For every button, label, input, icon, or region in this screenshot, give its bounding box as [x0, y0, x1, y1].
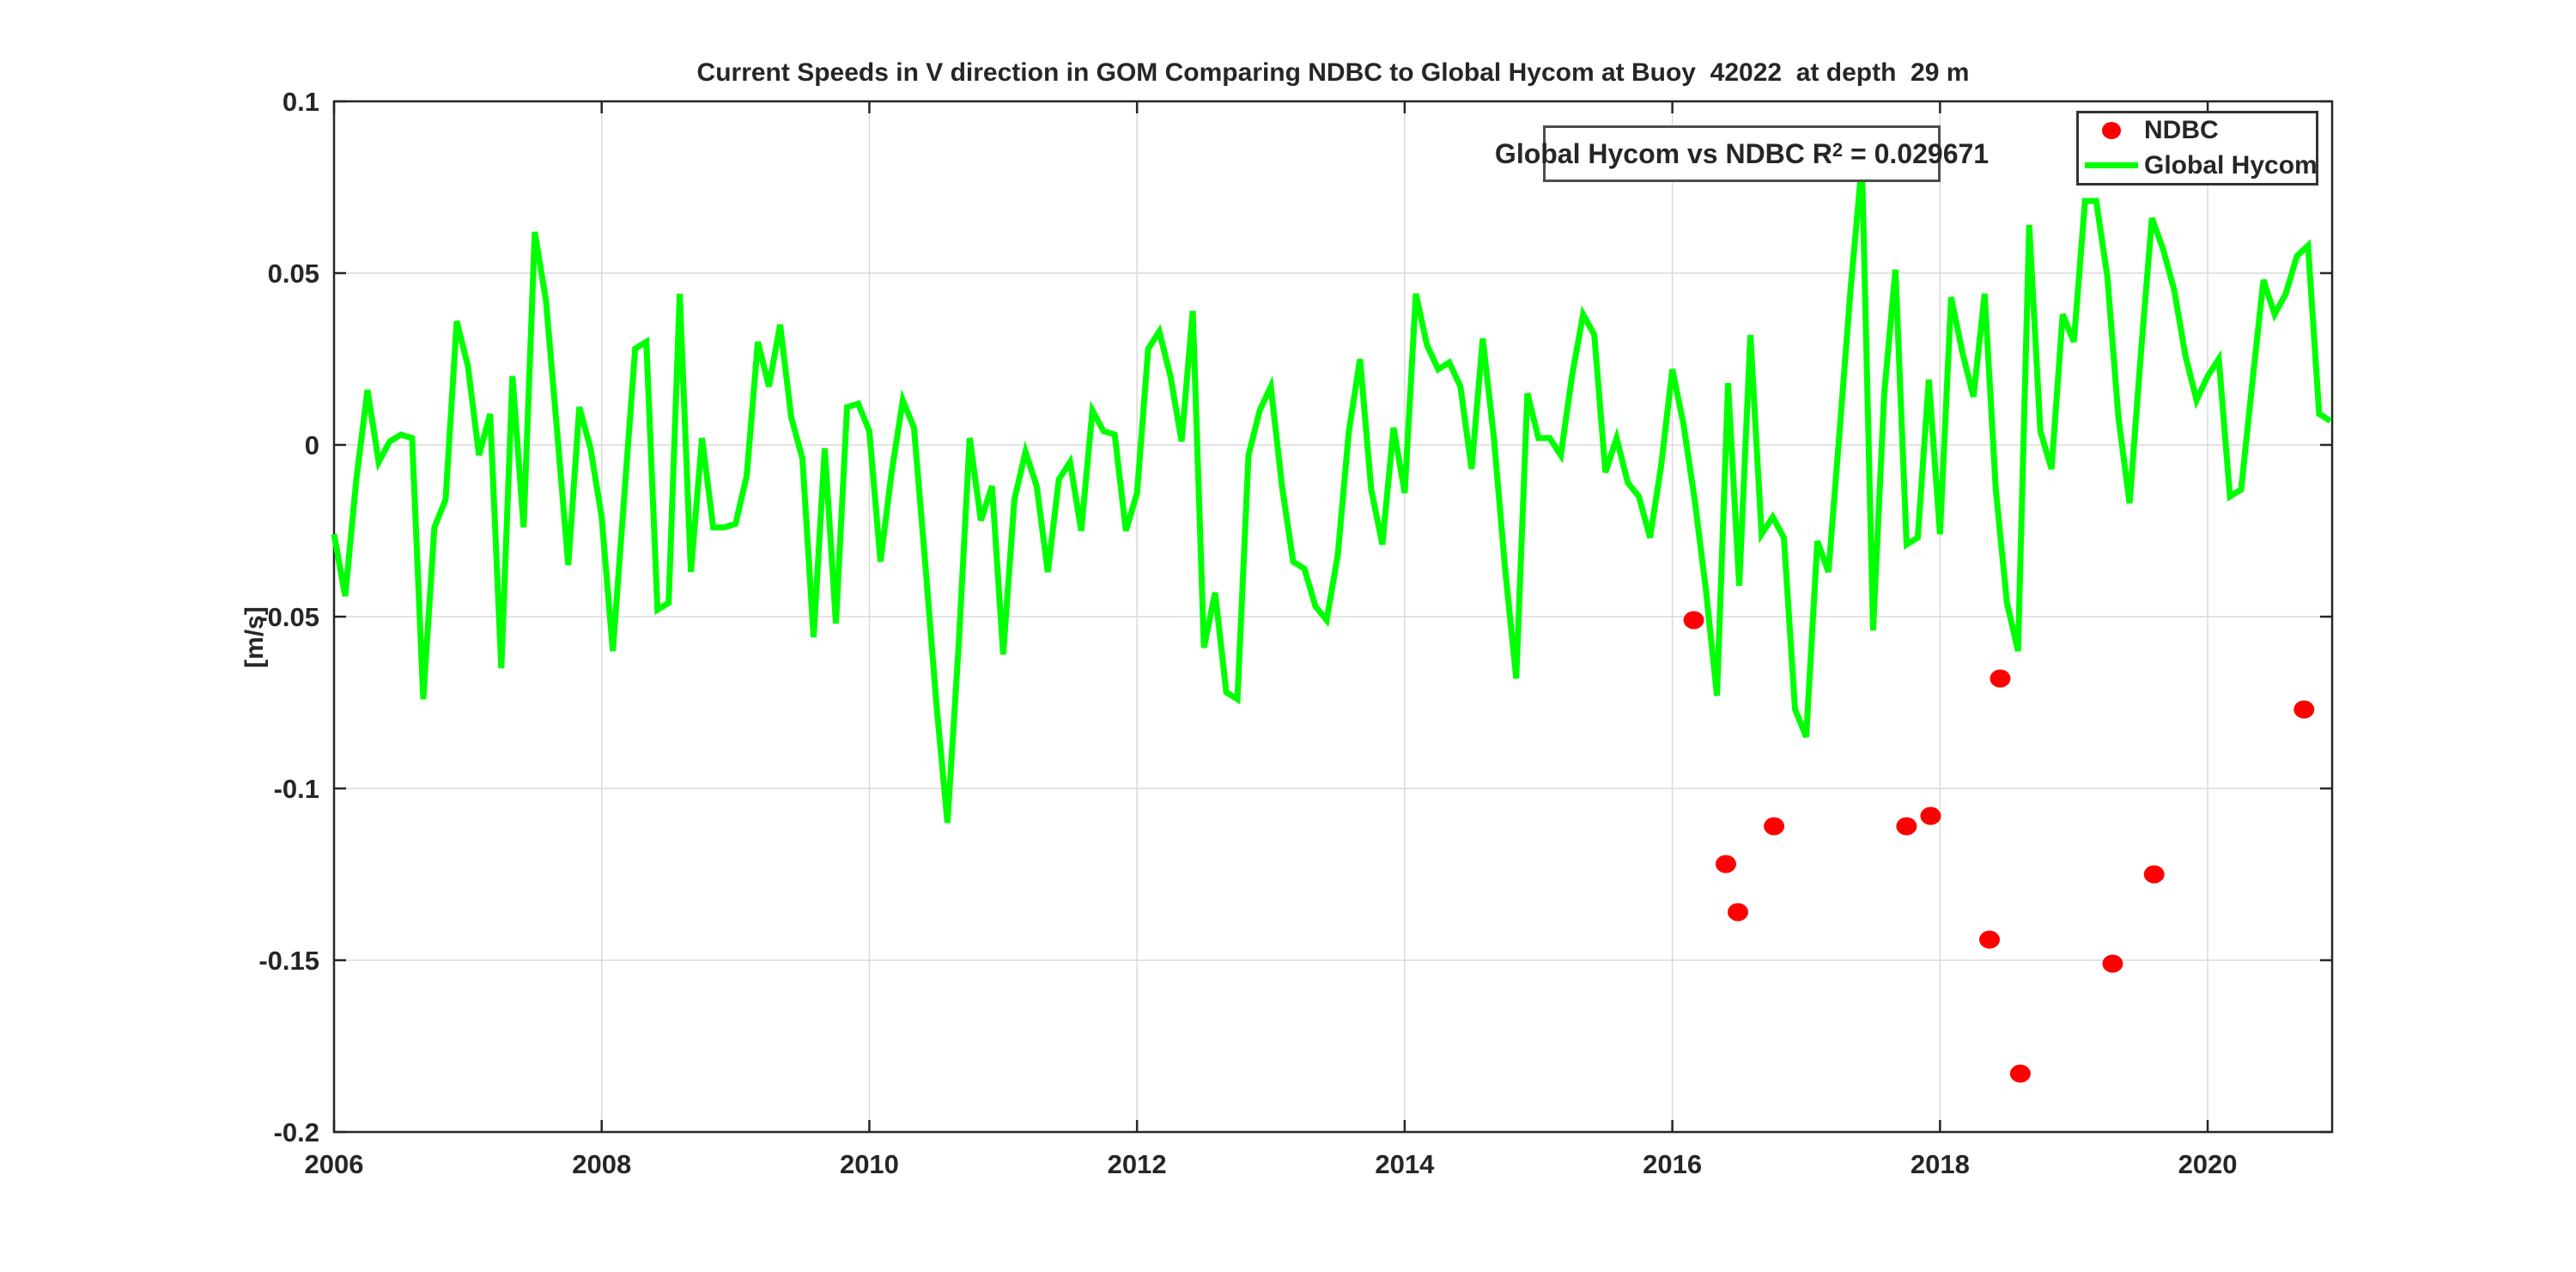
- legend-marker-cell: [2079, 122, 2144, 140]
- legend-label-global-hycom: Global Hycom: [2144, 150, 2318, 180]
- ndbc-point: [1715, 855, 1736, 873]
- x-tick-label: 2012: [1108, 1149, 1167, 1179]
- legend-item-global-hycom: Global Hycom: [2079, 149, 2318, 183]
- ndbc-point: [2143, 865, 2165, 884]
- ndbc-point: [1920, 806, 1941, 825]
- green-line-icon: [2085, 162, 2138, 169]
- x-tick-label: 2008: [572, 1149, 631, 1179]
- x-tick-label: 2020: [2178, 1149, 2238, 1179]
- x-tick-label: 2010: [840, 1149, 899, 1179]
- r2-annotation-value: = 0.029671: [1843, 137, 1990, 169]
- ndbc-point: [1727, 903, 1748, 922]
- ndbc-point: [1990, 669, 2011, 688]
- y-tick-label: -0.2: [274, 1117, 319, 1147]
- ndbc-point: [1764, 817, 1785, 836]
- red-dot-icon: [2102, 122, 2121, 140]
- y-tick-label: 0.1: [283, 87, 319, 117]
- x-tick-label: 2006: [305, 1149, 364, 1179]
- y-tick-label: -0.05: [258, 602, 319, 632]
- y-tick-label: 0: [305, 430, 319, 460]
- ndbc-point: [1978, 930, 2000, 949]
- y-tick-label: -0.15: [258, 946, 319, 976]
- legend-label-ndbc: NDBC: [2144, 116, 2219, 145]
- r2-annotation-text: Global Hycom vs NDBC R: [1494, 137, 1832, 169]
- x-tick-label: 2016: [1643, 1149, 1702, 1179]
- hycom-line: [331, 162, 2332, 824]
- ndbc-point: [1683, 611, 1704, 630]
- ndbc-point: [2102, 954, 2123, 973]
- legend-marker-cell: [2079, 162, 2144, 169]
- legend: NDBC Global Hycom: [2076, 111, 2318, 186]
- ndbc-point: [1896, 817, 1917, 836]
- ndbc-point: [2009, 1064, 2031, 1083]
- x-tick-label: 2014: [1375, 1149, 1435, 1179]
- legend-item-ndbc: NDBC: [2079, 113, 2316, 148]
- y-tick-label: -0.1: [274, 774, 319, 804]
- chart-title: Current Speeds in V direction in GOM Com…: [696, 58, 1970, 87]
- x-tick-label: 2018: [1911, 1149, 1970, 1179]
- ndbc-point: [2293, 700, 2315, 719]
- y-tick-label: 0.05: [268, 259, 319, 289]
